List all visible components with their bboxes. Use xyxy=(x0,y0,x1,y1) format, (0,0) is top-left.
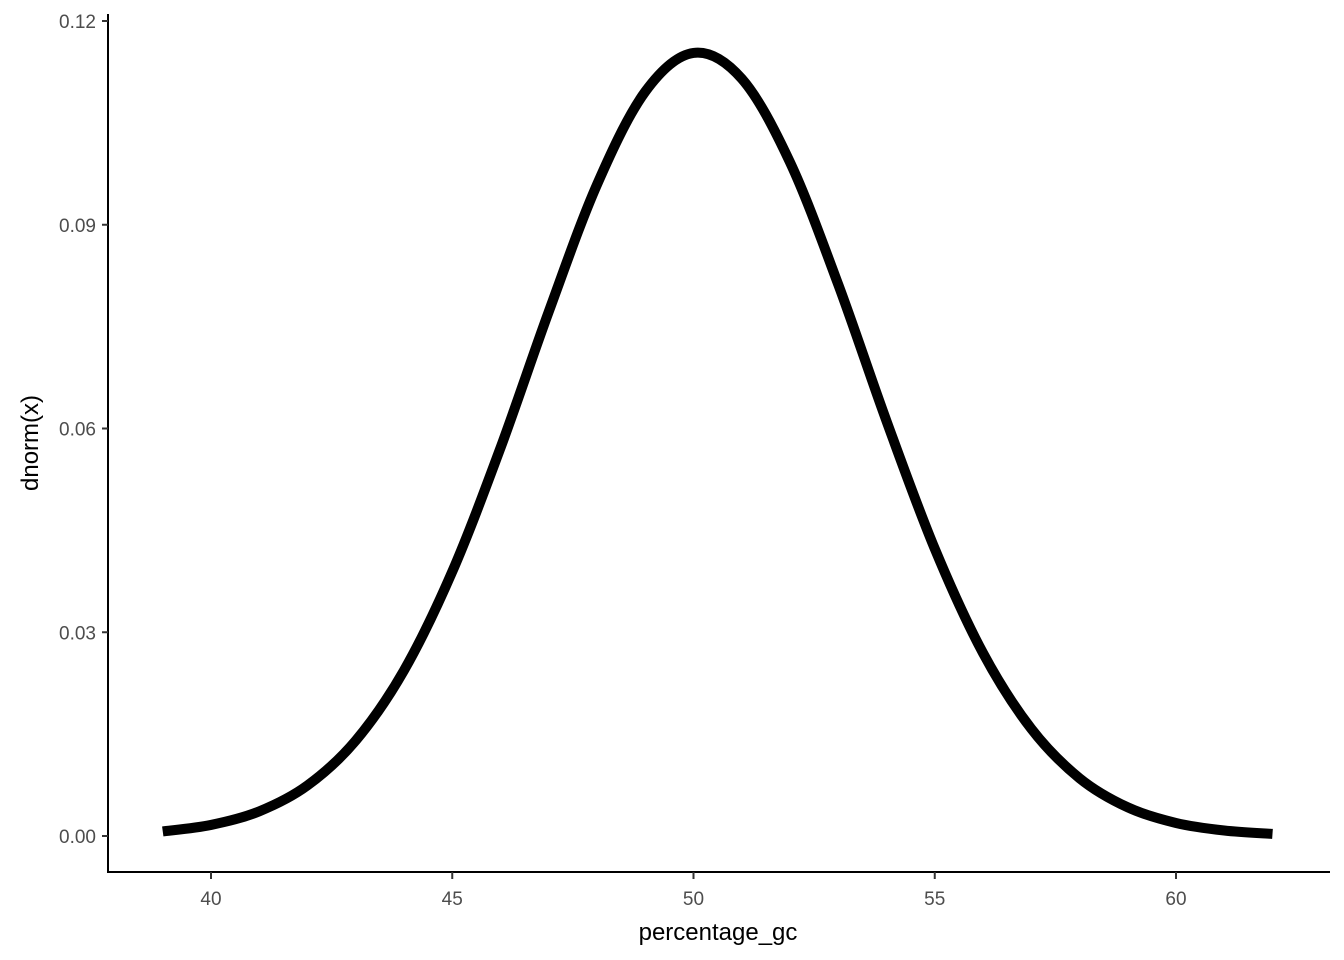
y-tick-label: 0.09 xyxy=(59,216,96,237)
x-tick-label: 55 xyxy=(924,889,945,910)
x-axis-ticks: 40 45 50 55 60 xyxy=(200,872,1187,910)
y-tick-label: 0.03 xyxy=(59,623,96,644)
x-tick-label: 60 xyxy=(1165,889,1186,910)
y-tick-label: 0.12 xyxy=(59,12,96,33)
density-line xyxy=(162,47,1273,839)
x-tick-label: 50 xyxy=(683,889,704,910)
y-tick-label: 0.00 xyxy=(59,827,96,848)
y-tick-label: 0.06 xyxy=(59,420,96,441)
x-tick-label: 45 xyxy=(442,889,463,910)
x-axis-title: percentage_gc xyxy=(639,919,798,946)
x-tick-label: 40 xyxy=(200,889,221,910)
y-axis-ticks: 0.00 0.03 0.06 0.09 0.12 xyxy=(59,12,108,848)
y-axis-title: dnorm(x) xyxy=(17,395,44,491)
